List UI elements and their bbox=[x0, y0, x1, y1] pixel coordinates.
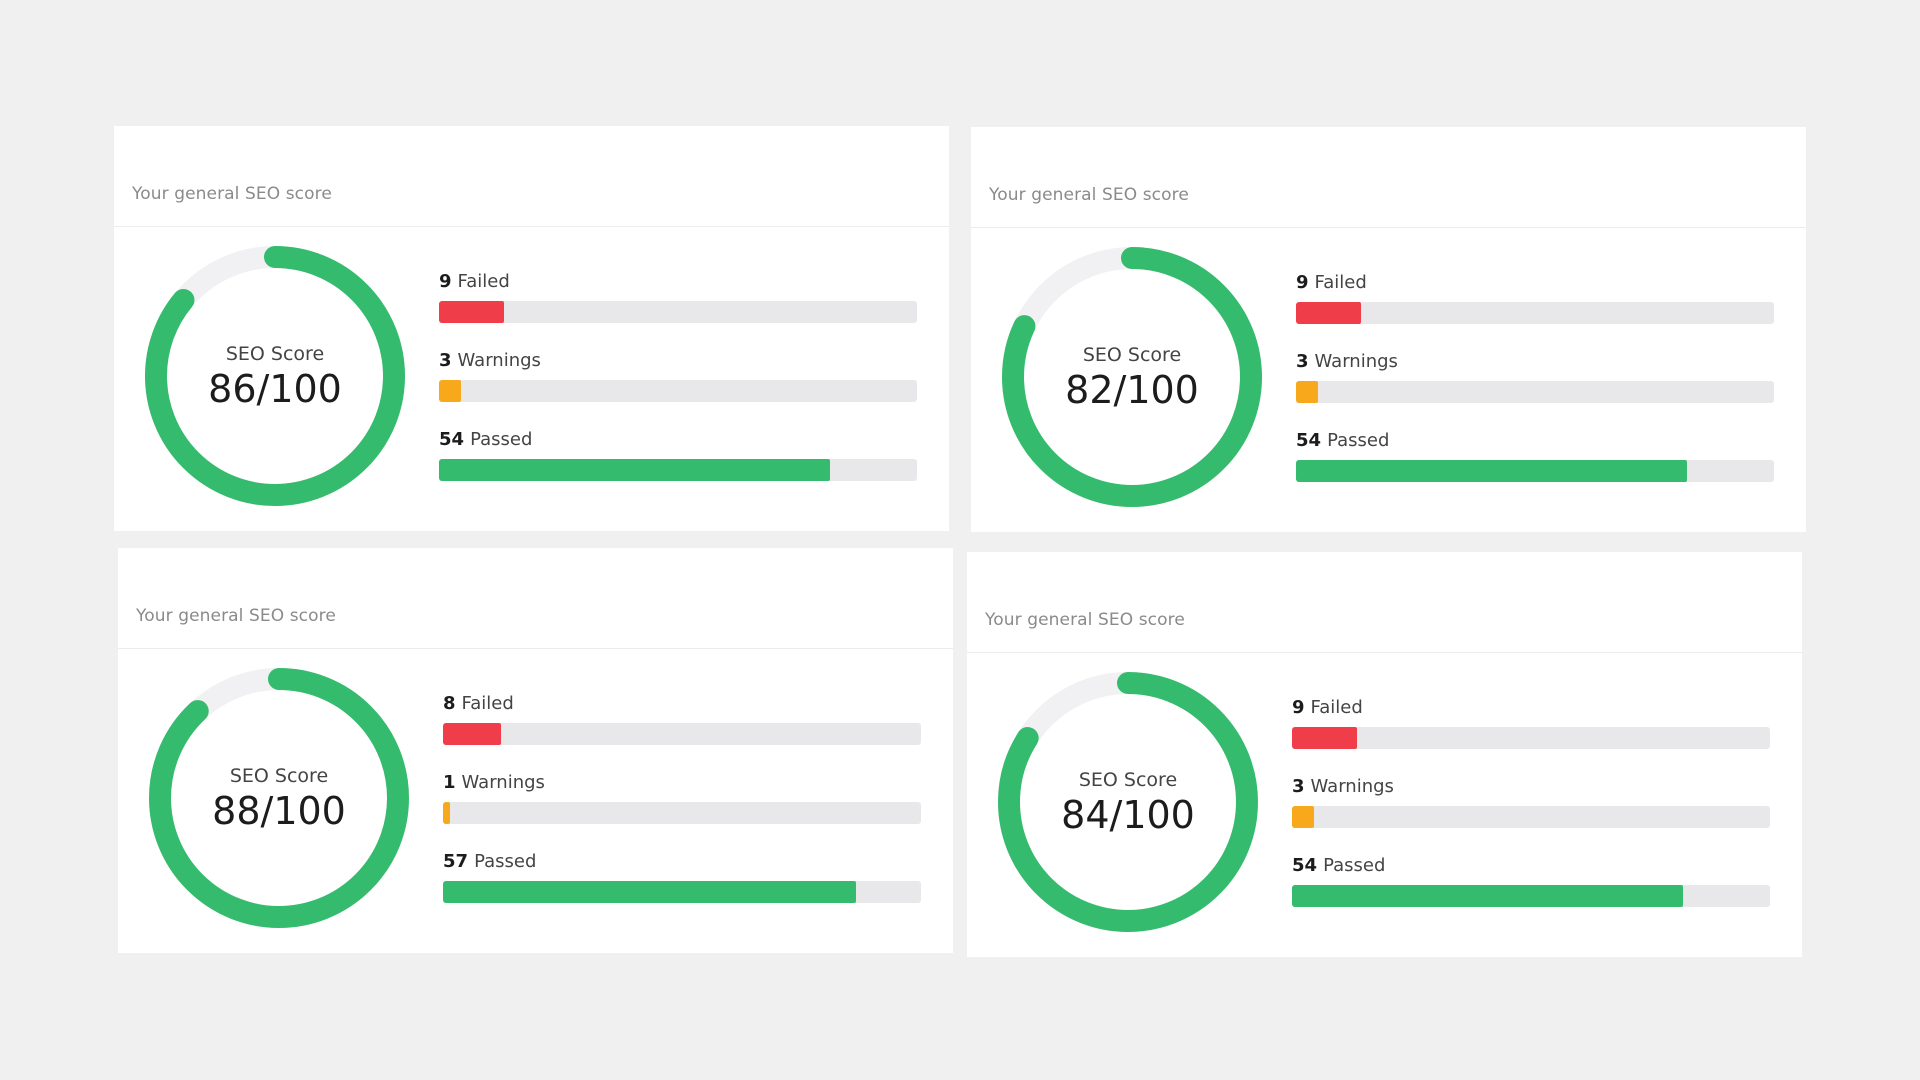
stat-passed: 54 Passed bbox=[1292, 855, 1770, 934]
passed-bar-track bbox=[439, 459, 917, 481]
passed-count: 54 bbox=[1296, 430, 1322, 451]
passed-count: 54 bbox=[1292, 855, 1318, 876]
warnings-bar-fill bbox=[439, 380, 461, 402]
stats-list: 8 Failed 1 Warnings 57 Passed bbox=[443, 693, 921, 930]
card-header: Your general SEO score bbox=[114, 126, 949, 227]
warnings-label: Warnings bbox=[1310, 776, 1394, 797]
card-body: SEO Score 88/100 8 Failed 1 Warnings 57 Pas… bbox=[118, 649, 953, 953]
seo-score-gauge: SEO Score 84/100 bbox=[997, 671, 1259, 933]
seo-score-card: Your general SEO score SEO Score 82/100 … bbox=[971, 127, 1806, 532]
warnings-label: Warnings bbox=[1314, 351, 1398, 372]
stat-warnings: 3 Warnings bbox=[1296, 351, 1774, 430]
card-body: SEO Score 82/100 9 Failed 3 Warnings 54 Pas… bbox=[971, 228, 1806, 532]
gauge-progress bbox=[145, 246, 405, 506]
seo-score-card: Your general SEO score SEO Score 86/100 … bbox=[114, 126, 949, 531]
stats-list: 9 Failed 3 Warnings 54 Passed bbox=[1292, 697, 1770, 934]
stat-failed: 9 Failed bbox=[439, 271, 917, 350]
warnings-bar-track bbox=[443, 802, 921, 824]
failed-label: Failed bbox=[461, 693, 514, 714]
gauge-progress bbox=[1002, 247, 1262, 507]
stat-passed: 54 Passed bbox=[1296, 430, 1774, 509]
passed-bar-fill bbox=[443, 881, 856, 903]
failed-label: Failed bbox=[1314, 272, 1367, 293]
failed-bar-fill bbox=[1296, 302, 1361, 324]
passed-label: Passed bbox=[474, 851, 537, 872]
failed-bar-fill bbox=[439, 301, 504, 323]
warnings-bar-fill bbox=[1292, 806, 1314, 828]
warnings-bar-fill bbox=[443, 802, 451, 824]
gauge-score-value: 88/100 bbox=[212, 789, 346, 833]
stats-list: 9 Failed 3 Warnings 54 Passed bbox=[439, 271, 917, 508]
card-title: Your general SEO score bbox=[132, 184, 332, 204]
card-title: Your general SEO score bbox=[136, 606, 336, 626]
failed-count: 9 bbox=[1296, 272, 1309, 293]
warnings-label: Warnings bbox=[457, 350, 541, 371]
stat-passed: 54 Passed bbox=[439, 429, 917, 508]
gauge-score-value: 82/100 bbox=[1065, 368, 1199, 412]
stats-list: 9 Failed 3 Warnings 54 Passed bbox=[1296, 272, 1774, 509]
card-header: Your general SEO score bbox=[971, 127, 1806, 228]
failed-bar-track bbox=[443, 723, 921, 745]
warnings-count: 3 bbox=[1296, 351, 1309, 372]
passed-bar-fill bbox=[1292, 885, 1683, 907]
failed-label: Failed bbox=[457, 271, 510, 292]
gauge-score-value: 86/100 bbox=[208, 367, 342, 411]
stat-warnings: 3 Warnings bbox=[439, 350, 917, 429]
card-title: Your general SEO score bbox=[989, 185, 1189, 205]
passed-bar-track bbox=[1296, 460, 1774, 482]
failed-bar-fill bbox=[1292, 727, 1357, 749]
failed-count: 9 bbox=[439, 271, 452, 292]
failed-bar-track bbox=[1292, 727, 1770, 749]
warnings-count: 3 bbox=[439, 350, 452, 371]
card-title: Your general SEO score bbox=[985, 610, 1185, 630]
passed-bar-track bbox=[1292, 885, 1770, 907]
failed-count: 8 bbox=[443, 693, 456, 714]
stat-warnings: 3 Warnings bbox=[1292, 776, 1770, 855]
passed-label: Passed bbox=[470, 429, 533, 450]
seo-score-gauge: SEO Score 86/100 bbox=[144, 245, 406, 507]
gauge-progress bbox=[149, 668, 409, 928]
seo-score-gauge: SEO Score 82/100 bbox=[1001, 246, 1263, 508]
warnings-label: Warnings bbox=[461, 772, 545, 793]
seo-score-card: Your general SEO score SEO Score 88/100 … bbox=[118, 548, 953, 953]
passed-label: Passed bbox=[1327, 430, 1390, 451]
stat-failed: 9 Failed bbox=[1292, 697, 1770, 776]
warnings-count: 1 bbox=[443, 772, 456, 793]
stat-failed: 9 Failed bbox=[1296, 272, 1774, 351]
passed-bar-fill bbox=[439, 459, 830, 481]
warnings-bar-track bbox=[1292, 806, 1770, 828]
failed-bar-fill bbox=[443, 723, 501, 745]
card-header: Your general SEO score bbox=[118, 548, 953, 649]
gauge-label: SEO Score bbox=[1082, 344, 1182, 366]
passed-bar-fill bbox=[1296, 460, 1687, 482]
warnings-bar-track bbox=[1296, 381, 1774, 403]
passed-count: 57 bbox=[443, 851, 469, 872]
failed-label: Failed bbox=[1310, 697, 1363, 718]
seo-score-card: Your general SEO score SEO Score 84/100 … bbox=[967, 552, 1802, 957]
warnings-count: 3 bbox=[1292, 776, 1305, 797]
card-header: Your general SEO score bbox=[967, 552, 1802, 653]
stat-failed: 8 Failed bbox=[443, 693, 921, 772]
gauge-progress bbox=[998, 672, 1258, 932]
gauge-label: SEO Score bbox=[229, 765, 329, 787]
gauge-label: SEO Score bbox=[225, 343, 325, 365]
warnings-bar-track bbox=[439, 380, 917, 402]
passed-count: 54 bbox=[439, 429, 465, 450]
failed-bar-track bbox=[1296, 302, 1774, 324]
stat-passed: 57 Passed bbox=[443, 851, 921, 930]
card-body: SEO Score 84/100 9 Failed 3 Warnings 54 Pas… bbox=[967, 653, 1802, 957]
failed-bar-track bbox=[439, 301, 917, 323]
failed-count: 9 bbox=[1292, 697, 1305, 718]
warnings-bar-fill bbox=[1296, 381, 1318, 403]
seo-score-gauge: SEO Score 88/100 bbox=[148, 667, 410, 929]
passed-bar-track bbox=[443, 881, 921, 903]
passed-label: Passed bbox=[1323, 855, 1386, 876]
gauge-label: SEO Score bbox=[1078, 769, 1178, 791]
gauge-score-value: 84/100 bbox=[1061, 793, 1195, 837]
stat-warnings: 1 Warnings bbox=[443, 772, 921, 851]
card-body: SEO Score 86/100 9 Failed 3 Warnings 54 Pas… bbox=[114, 227, 949, 531]
